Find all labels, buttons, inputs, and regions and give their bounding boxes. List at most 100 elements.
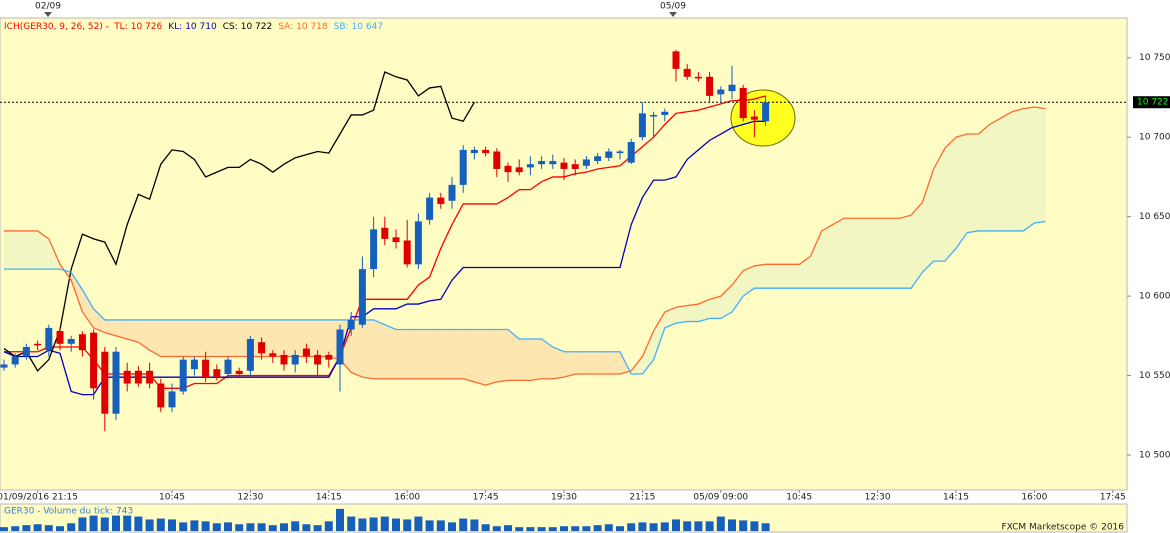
cloud-segment [127,319,139,343]
cloud-segment [788,264,800,289]
candle-body [291,354,299,365]
cloud-segment [956,134,968,249]
cloud-segment [295,319,307,357]
cloud-segment [575,351,587,374]
cloud-segment [474,329,486,386]
candle-body [179,359,187,392]
volume-bar [436,520,445,531]
cloud-segment [440,329,452,379]
cloud-segment [653,312,665,360]
cloud-segment [978,124,990,231]
volume-bar [504,525,512,531]
date-marker [669,12,677,17]
candle-body [157,383,165,408]
cloud-segment [26,230,38,270]
volume-bar [739,520,748,531]
y-tick-label: 10 550 [1139,371,1170,381]
candle-body [694,76,702,79]
candle-body [358,269,366,325]
volume-bar [380,516,389,531]
legend: ICH(GER30, 9, 26, 52) - TL: 10 726 KL: 10 71… [4,22,383,32]
candle-body [504,165,512,173]
volume-bar [694,521,703,531]
candle-body [235,370,243,374]
volume-bar [604,524,613,531]
volume-bar [302,524,311,531]
cloud-segment [160,319,172,357]
volume-bar [123,515,132,531]
cloud-segment [642,331,654,374]
cloud-segment [597,351,609,374]
top-date: 02/09 [35,2,61,12]
volume-bar [728,519,736,531]
volume-bar [616,526,624,531]
legend-text: SA: [278,22,293,32]
cloud-segment [4,230,16,270]
cloud-segment [855,218,867,289]
cloud-segment [1012,108,1024,231]
volume-bar [212,523,221,531]
cloud-segment [810,230,822,289]
cloud-segment [82,289,94,328]
volume-bar [280,523,288,531]
candle-body [605,151,613,158]
x-tick-label: 14:15 [943,493,969,503]
indicator-line [4,95,766,389]
candle-body [34,343,42,346]
indicator-line [4,220,1046,375]
cloud-segment [911,202,923,289]
volume-bar [392,518,400,531]
volume-bar [291,521,300,531]
candle-body [616,151,624,154]
volume-bar [89,515,98,531]
plot-area [0,17,1128,491]
cloud-segment [104,319,116,336]
volume-bar [672,519,680,531]
volume-bar [347,516,356,531]
candle-body [470,149,478,154]
volume-bar [660,522,669,531]
cloud-segment [933,148,945,262]
volume-bar [190,520,199,531]
cloud-segment [1000,111,1012,231]
cloud-segment [732,270,744,313]
volume-bar [403,519,412,531]
volume-bar [582,526,591,531]
candle-body [638,113,646,138]
volume-bar [11,526,20,531]
candle-body [370,229,378,270]
candle-body [672,51,680,69]
cloud-segment [116,319,128,340]
x-tick-label: 16:00 [1021,493,1047,503]
y-tick-label: 10 650 [1139,212,1170,222]
volume-bar [336,508,344,531]
volume-bar [33,524,42,531]
cloud-segment [530,339,542,381]
main-layer [0,49,1127,432]
x-tick-label: 12:30 [865,493,891,503]
cloud-segment [776,264,788,289]
volume-bar [481,524,490,531]
cloud-segment [564,351,576,378]
volume-bar [235,524,244,531]
x-tick-label: 19:30 [551,493,577,503]
cloud-segment [664,307,676,328]
cloud-segment [306,319,318,357]
volume-bar [313,525,322,531]
volume-bar [649,523,658,531]
cloud-segment [272,319,284,357]
candle-body [594,156,602,162]
volume-bar [492,526,501,531]
candle-body [750,116,758,120]
candle-body [56,331,64,344]
cloud-segment [676,305,688,324]
candle-body [336,329,344,365]
cloud-segment [384,324,396,379]
cloud-segment [485,329,497,386]
cloud-segment [877,218,889,289]
candle-body [67,339,75,344]
cloud-segment [183,319,195,357]
cloud-segment [989,118,1001,231]
